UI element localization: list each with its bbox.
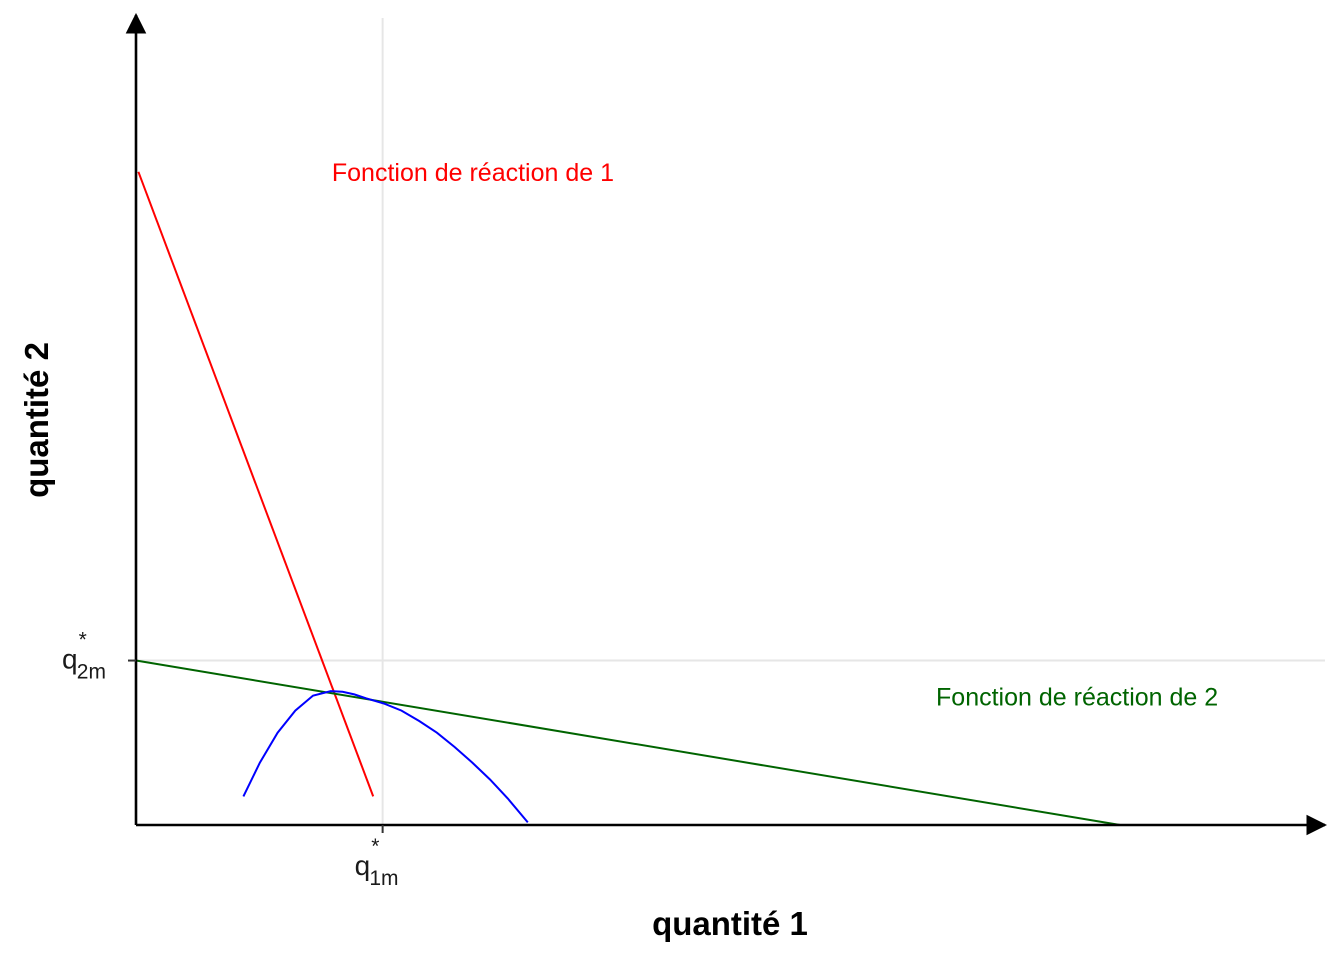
- reaction-line-2: [135, 659, 1121, 826]
- curve-label-1: Fonction de réaction de 1: [332, 159, 614, 187]
- x-axis-title: quantité 1: [652, 905, 808, 942]
- curve-label-2: Fonction de réaction de 2: [936, 683, 1218, 711]
- x-tick-label: q* 1m: [355, 835, 399, 890]
- y-tick-label: q* 2m: [62, 629, 106, 684]
- blue-curve: [242, 690, 529, 824]
- y-axis-title: quantité 2: [18, 342, 55, 498]
- reaction-line-1: [137, 171, 375, 797]
